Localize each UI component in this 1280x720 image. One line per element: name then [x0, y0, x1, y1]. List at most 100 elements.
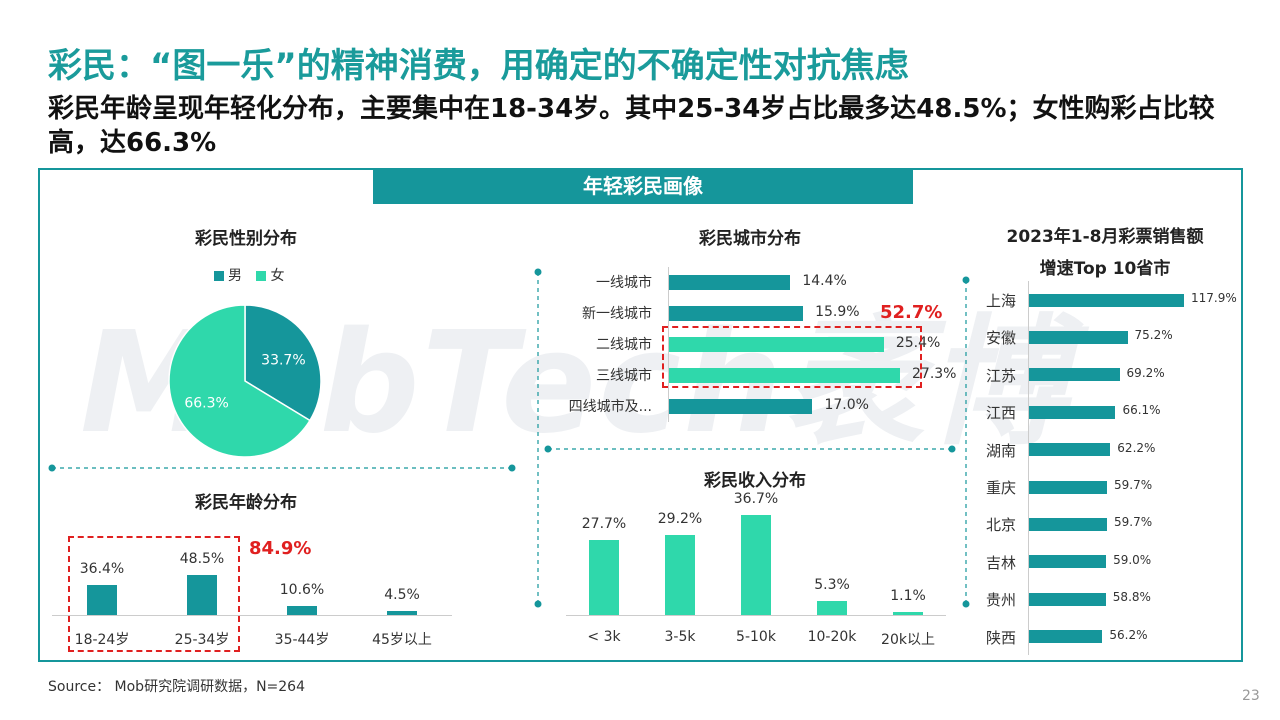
- section-banner: 年轻彩民画像: [373, 168, 913, 204]
- legend-swatch-male: [214, 271, 224, 281]
- source-note: Source： Mob研究院调研数据，N=264: [48, 679, 305, 695]
- bar-4-5: [1028, 480, 1107, 494]
- pie-label-1: 66.3%: [184, 396, 228, 412]
- age-bar-chart: 36.4% 18-24岁 48.5% 25-34岁 10.6% 35-44岁 4.5% 45岁…: [52, 520, 452, 660]
- province-chart-title-line1: 2023年1-8月彩票销售额: [1006, 227, 1204, 247]
- category-label-3-3: 10-20k: [807, 629, 857, 645]
- axis-line-3: [566, 615, 946, 616]
- value-label-3-4: 1.1%: [890, 588, 926, 604]
- bar-1-1: [187, 575, 217, 615]
- category-label-4-0: 上海: [985, 292, 1016, 310]
- category-label-1-3: 45岁以上: [372, 632, 432, 648]
- category-label-2-2: 二线城市: [596, 337, 652, 353]
- bar-3-4: [893, 612, 923, 615]
- value-label-4-1: 75.2%: [1134, 328, 1173, 343]
- bar-1-0: [87, 584, 117, 615]
- bar-4-6: [1028, 517, 1107, 531]
- bar-4-3: [1028, 405, 1116, 419]
- category-label-2-3: 三线城市: [596, 368, 652, 384]
- bar-2-0: [668, 274, 791, 290]
- bar-2-4: [668, 398, 813, 414]
- legend-label-male: 男: [228, 268, 242, 284]
- value-label-1-1: 48.5%: [179, 551, 225, 567]
- bar-1-2: [287, 606, 317, 615]
- value-label-4-3: 66.1%: [1122, 403, 1161, 418]
- bar-4-7: [1028, 555, 1107, 569]
- value-label-4-6: 59.7%: [1113, 515, 1153, 530]
- age-chart-title: 彩民年龄分布: [195, 493, 297, 513]
- category-label-2-0: 一线城市: [596, 275, 652, 291]
- value-label-4-5: 59.7%: [1113, 478, 1153, 492]
- category-label-4-5: 重庆: [985, 479, 1016, 497]
- pie-label-0: 33.7%: [261, 352, 305, 368]
- gender-legend: 男 女: [214, 265, 284, 285]
- bar-3-3: [817, 600, 847, 615]
- page-subtitle: 彩民年龄呈现年轻化分布，主要集中在18-34岁。其中25-34岁占比最多达48.…: [48, 94, 1215, 158]
- income-bar-chart: 27.7% < 3k 29.2% 3-5k 36.7% 5-10k 5.3% 10-20k 1.…: [566, 491, 946, 660]
- value-label-2-0: 14.4%: [802, 273, 847, 289]
- value-label-1-0: 36.4%: [79, 560, 125, 577]
- value-label-1-3: 4.5%: [384, 587, 420, 604]
- province-bar-chart: 上海 117.9% 安徽 75.2% 江苏 69.2% 江西 66.1% 湖南 62.2% 重庆 59…: [976, 281, 1237, 656]
- bar-2-1: [668, 305, 804, 321]
- category-label-4-3: 江西: [985, 404, 1016, 423]
- page-title: 彩民：“图一乐”的精神消费，用确定的不确定性对抗焦虑: [48, 46, 909, 86]
- gender-chart-title: 彩民性别分布: [195, 229, 297, 249]
- page-number: 23: [1242, 688, 1260, 704]
- category-label-4-6: 北京: [985, 516, 1016, 535]
- value-label-4-7: 59.0%: [1113, 552, 1152, 567]
- category-label-3-0: < 3k: [587, 629, 621, 645]
- bar-4-2: [1028, 368, 1120, 382]
- legend-label-female: 女: [270, 268, 285, 284]
- city-chart-title: 彩民城市分布: [699, 229, 801, 249]
- category-label-4-8: 贵州: [985, 591, 1016, 610]
- value-label-3-2: 36.7%: [733, 491, 779, 507]
- value-label-2-4: 17.0%: [824, 397, 869, 413]
- bar-1-3: [387, 611, 417, 615]
- legend-swatch-female: [256, 271, 267, 281]
- bar-4-9: [1028, 630, 1103, 644]
- value-label-4-4: 62.2%: [1117, 440, 1156, 455]
- value-label-3-0: 27.7%: [581, 515, 627, 532]
- value-label-3-3: 5.3%: [814, 576, 850, 593]
- age-highlight-label: 84.9%: [249, 538, 312, 559]
- axis-line-4: [1028, 281, 1029, 656]
- category-label-1-1: 25-34岁: [174, 632, 230, 648]
- bar-4-0: [1028, 293, 1184, 307]
- value-label-3-1: 29.2%: [657, 511, 703, 528]
- category-label-4-7: 吉林: [985, 553, 1016, 572]
- value-label-2-1: 15.9%: [815, 304, 860, 320]
- age-highlight-box: [68, 536, 240, 652]
- category-label-3-4: 20k以上: [881, 632, 935, 648]
- category-label-3-2: 5-10k: [736, 629, 776, 645]
- gender-pie-chart: 33.7% 66.3%: [168, 304, 322, 458]
- income-chart-title: 彩民收入分布: [704, 471, 806, 491]
- category-label-4-4: 湖南: [985, 441, 1016, 460]
- value-label-4-9: 56.2%: [1109, 627, 1148, 642]
- bar-4-8: [1028, 592, 1106, 606]
- province-chart-title-line2: 增速Top 10省市: [1039, 259, 1171, 279]
- category-label-2-1: 新一线城市: [582, 306, 652, 322]
- city-highlight-label: 52.7%: [880, 302, 943, 323]
- city-highlight-box: [662, 326, 922, 388]
- value-label-4-8: 58.8%: [1112, 590, 1151, 605]
- axis-line-1: [52, 615, 452, 616]
- pie-slice-1: [168, 304, 311, 458]
- bar-2-3: [668, 367, 900, 383]
- value-label-2-3: 27.3%: [912, 366, 957, 382]
- value-label-4-2: 69.2%: [1126, 365, 1165, 380]
- bar-4-4: [1028, 443, 1111, 457]
- bar-3-2: [741, 515, 771, 615]
- category-label-3-1: 3-5k: [664, 629, 696, 645]
- category-label-1-2: 35-44岁: [274, 632, 330, 648]
- bar-3-0: [589, 539, 619, 615]
- pie-slice-0: [244, 304, 322, 422]
- axis-line-2: [668, 266, 669, 422]
- bar-3-1: [665, 535, 695, 615]
- category-label-2-4: 四线城市及...: [568, 399, 652, 415]
- category-label-4-1: 安徽: [985, 329, 1016, 348]
- bar-4-1: [1028, 330, 1128, 344]
- category-label-1-0: 18-24岁: [74, 632, 130, 648]
- category-label-4-9: 陕西: [985, 628, 1016, 647]
